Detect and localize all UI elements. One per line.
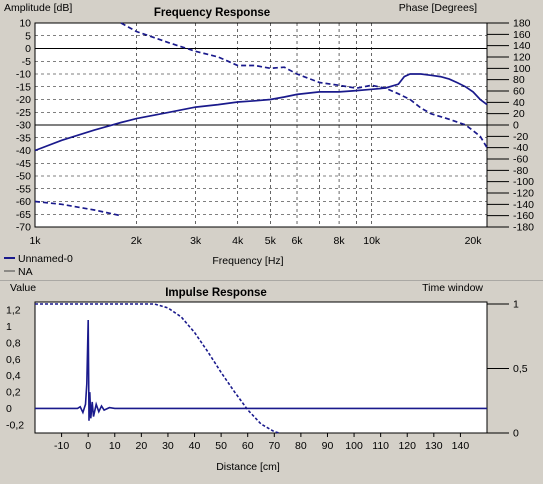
value-tick-label: 0,4 (6, 370, 21, 382)
frequency-tick-label: 20k (465, 235, 483, 247)
amplitude-tick-label: -60 (16, 196, 31, 208)
amplitude-tick-label: -70 (16, 222, 31, 234)
frequency-tick-label: 10k (363, 235, 381, 247)
impulse-plot-area (35, 302, 487, 433)
frequency-tick-label: 1k (29, 235, 41, 247)
phase-tick-label: 160 (513, 29, 531, 41)
phase-tick-label: -80 (513, 165, 528, 177)
legend-label-unnamed-0: Unnamed-0 (18, 253, 73, 265)
legend-label-na: NA (18, 266, 33, 278)
frequency-response-chart: Amplitude [dB] Frequency Response Phase … (4, 2, 534, 278)
frequency-series-1 (120, 22, 488, 149)
distance-axis-label: Distance [cm] (216, 461, 280, 473)
amplitude-tick-label: -20 (16, 94, 31, 106)
phase-tick-label: 80 (513, 74, 525, 86)
phase-tick-label: -140 (513, 199, 534, 211)
distance-tick-label: -10 (54, 440, 69, 452)
phase-tick-label: 0 (513, 120, 519, 132)
phase-tick-label: 20 (513, 108, 525, 120)
amplitude-tick-label: 5 (25, 30, 31, 42)
phase-tick-label: -120 (513, 188, 534, 200)
phase-axis-label: Phase [Degrees] (399, 2, 477, 14)
distance-tick-label: 70 (268, 440, 280, 452)
distance-tick-label: 120 (398, 440, 416, 452)
impulse-plot-frame (34, 301, 488, 434)
frequency-tick-label: 6k (291, 235, 303, 247)
distance-tick-label: 110 (372, 440, 389, 452)
time-window-tick-label: 0 (513, 428, 519, 440)
legend: Unnamed-0 NA (4, 253, 73, 278)
amplitude-tick-label: -45 (16, 158, 31, 170)
phase-tick-label: 40 (513, 97, 525, 109)
amplitude-tick-label: -25 (16, 107, 31, 119)
frequency-chart-title: Frequency Response (154, 7, 270, 19)
value-tick-label: -0,2 (6, 419, 24, 431)
frequency-series-0 (34, 73, 488, 152)
distance-tick-label: 130 (425, 440, 443, 452)
frequency-tick-label: 8k (334, 235, 346, 247)
amplitude-tick-label: -5 (22, 56, 31, 68)
frequency-axis-label: Frequency [Hz] (212, 255, 283, 267)
frequency-tick-label: 2k (131, 235, 143, 247)
frequency-tick-label: 4k (232, 235, 244, 247)
value-tick-label: 0,2 (6, 387, 21, 399)
value-tick-label: 1,2 (6, 305, 21, 317)
amplitude-tick-label: -50 (16, 171, 31, 183)
phase-tick-label: -180 (513, 222, 534, 234)
value-axis-label: Value (10, 282, 36, 294)
time-window-axis-label: Time window (422, 282, 483, 294)
amplitude-tick-label: -40 (16, 145, 31, 157)
amplitude-tick-label: 10 (19, 18, 31, 30)
phase-tick-label: -100 (513, 176, 534, 188)
amplitude-tick-label: -30 (16, 120, 31, 132)
amplitude-axis-label: Amplitude [dB] (4, 2, 72, 14)
phase-tick-label: -160 (513, 210, 534, 222)
impulse-series-0 (35, 319, 487, 421)
phase-tick-label: -60 (513, 154, 528, 166)
impulse-series-1 (35, 303, 280, 434)
time-window-tick-label: 1 (513, 299, 519, 311)
distance-tick-label: 90 (322, 440, 334, 452)
impulse-response-chart: Value Impulse Response Time window Dista… (0, 280, 543, 473)
amplitude-tick-label: -35 (16, 132, 31, 144)
phase-tick-label: 100 (513, 63, 531, 75)
value-tick-label: 1 (6, 321, 12, 333)
distance-tick-label: 140 (452, 440, 470, 452)
distance-tick-label: 60 (242, 440, 254, 452)
value-tick-label: 0,6 (6, 354, 21, 366)
impulse-chart-title: Impulse Response (165, 287, 267, 299)
phase-tick-label: -40 (513, 142, 528, 154)
distance-tick-label: 50 (215, 440, 227, 452)
value-tick-label: 0 (6, 403, 12, 415)
frequency-tick-label: 5k (265, 235, 277, 247)
amplitude-tick-label: -15 (16, 81, 31, 93)
frequency-tick-label: 3k (190, 235, 202, 247)
phase-tick-label: -20 (513, 131, 528, 143)
frequency-series-2 (34, 200, 122, 217)
distance-tick-label: 0 (85, 440, 91, 452)
amplitude-tick-label: 0 (25, 43, 31, 55)
phase-tick-label: 180 (513, 18, 531, 30)
distance-tick-label: 20 (136, 440, 148, 452)
amplitude-tick-label: -65 (16, 209, 31, 221)
distance-tick-label: 30 (162, 440, 174, 452)
distance-tick-label: 40 (189, 440, 201, 452)
phase-tick-label: 60 (513, 86, 525, 98)
distance-tick-label: 10 (109, 440, 121, 452)
time-window-tick-label: 0,5 (513, 363, 528, 375)
amplitude-tick-label: -10 (16, 69, 31, 81)
amplitude-tick-label: -55 (16, 183, 31, 195)
phase-tick-label: 140 (513, 40, 531, 52)
distance-tick-label: 100 (345, 440, 363, 452)
phase-tick-label: 120 (513, 52, 531, 64)
value-tick-label: 0,8 (6, 337, 21, 349)
distance-tick-label: 80 (295, 440, 307, 452)
